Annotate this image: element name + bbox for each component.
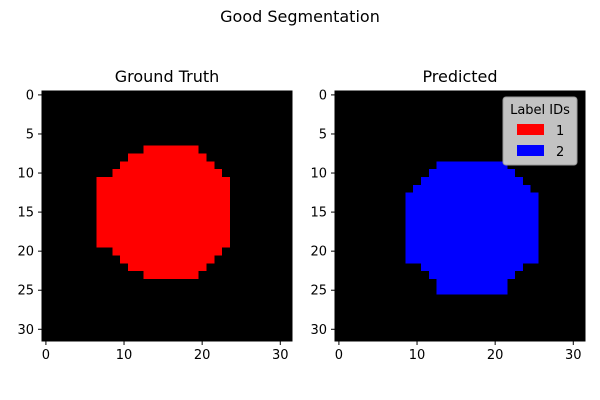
mask-row — [127, 153, 207, 162]
x-tick-label: 20 — [194, 348, 211, 363]
mask-row — [96, 231, 230, 240]
mask-row — [436, 161, 508, 170]
y-tick-label: 0 — [26, 88, 34, 103]
x-tick-label: 30 — [272, 348, 289, 363]
mask-row — [405, 255, 539, 264]
x-tick-label: 10 — [409, 348, 426, 363]
y-tick-label: 10 — [17, 167, 34, 182]
panel-title: Ground Truth — [115, 67, 220, 86]
panel-ground-truth: Ground Truth 0 10 20 30 0 5 10 15 20 25 30 — [17, 67, 293, 363]
y-tick-label: 20 — [17, 245, 34, 260]
y-tick-label: 15 — [17, 206, 34, 221]
mask-row — [405, 216, 539, 225]
mask-row — [405, 239, 539, 248]
legend-title: Label IDs — [510, 103, 570, 118]
figure-suptitle: Good Segmentation — [220, 7, 380, 26]
y-tick-label: 25 — [310, 284, 327, 299]
mask-row — [127, 262, 207, 272]
legend: Label IDs 1 2 — [502, 96, 578, 166]
x-tick-label: 0 — [335, 348, 343, 363]
mask-row — [96, 223, 230, 233]
y-tick-label: 15 — [310, 206, 327, 221]
mask-row — [436, 286, 508, 295]
mask-row — [112, 247, 223, 256]
y-tick-label: 30 — [17, 323, 34, 338]
mask-row — [428, 270, 516, 279]
mask-row — [112, 169, 223, 178]
mask-row — [405, 247, 539, 256]
mask-row — [405, 223, 539, 233]
mask-row — [96, 184, 230, 193]
axes-frame — [41, 90, 293, 342]
mask-row — [413, 184, 531, 193]
legend-swatch — [517, 124, 544, 135]
mask-row — [96, 239, 230, 248]
mask-row — [120, 255, 215, 264]
x-tick-label: 0 — [42, 348, 50, 363]
panel-title: Predicted — [422, 67, 497, 86]
y-tick-label: 0 — [319, 88, 327, 103]
mask-row — [436, 278, 508, 287]
x-tick-label: 10 — [116, 348, 133, 363]
mask-row — [405, 200, 539, 209]
mask-row — [143, 270, 199, 279]
mask-row — [120, 161, 215, 170]
mask-row — [96, 216, 230, 225]
legend-label: 1 — [556, 124, 564, 139]
mask-row — [420, 176, 523, 186]
legend-swatch — [517, 145, 544, 156]
mask-row — [96, 176, 230, 186]
x-tick-label: 20 — [487, 348, 504, 363]
mask-row — [96, 200, 230, 209]
mask-row — [96, 208, 230, 217]
mask-row — [405, 208, 539, 217]
y-tick-label: 20 — [310, 245, 327, 260]
mask-row — [428, 169, 516, 178]
mask-row — [420, 262, 523, 272]
mask-row — [405, 231, 539, 240]
legend-label: 2 — [556, 145, 564, 160]
y-tick-label: 5 — [319, 127, 327, 142]
x-tick-label: 30 — [565, 348, 582, 363]
y-tick-label: 10 — [310, 167, 327, 182]
axes-frame — [334, 90, 586, 342]
mask-row — [143, 145, 199, 154]
mask-row — [96, 192, 230, 201]
panel-predicted: Predicted 0 10 20 30 0 5 10 15 20 25 30 Label IDs … — [310, 67, 586, 363]
y-tick-label: 5 — [26, 127, 34, 142]
y-tick-label: 30 — [310, 323, 327, 338]
mask-row — [405, 192, 539, 201]
y-tick-label: 25 — [17, 284, 34, 299]
image-area: 0 10 20 30 0 5 10 15 20 25 30 — [17, 88, 293, 363]
